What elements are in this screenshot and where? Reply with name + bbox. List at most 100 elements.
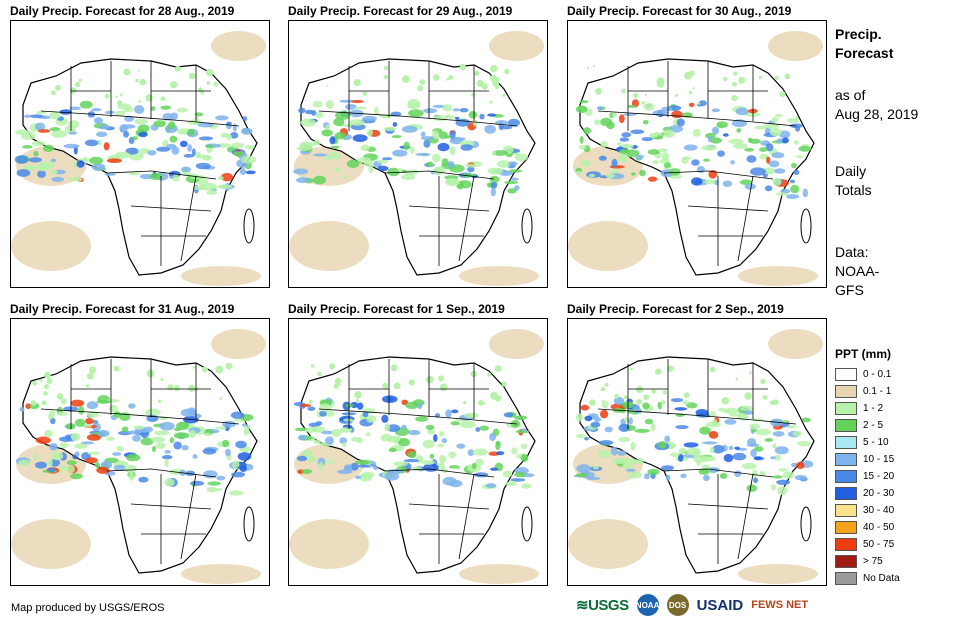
precip-cell [381,157,393,161]
precip-cell [125,147,139,155]
precip-cell [476,79,484,87]
precip-cell [355,459,370,465]
precip-cell [728,445,734,451]
precip-cell [583,127,592,135]
precip-cell [670,452,680,458]
precip-cell [779,91,786,98]
precip-cell [764,185,773,192]
precip-cell [215,115,229,121]
precip-cell [123,131,130,138]
precip-cell [153,120,166,128]
precip-cell [740,405,754,412]
precip-cell [322,460,336,464]
precip-cell [680,473,687,478]
precip-cell [68,131,78,135]
precip-cell [723,410,730,414]
precip-cell [708,431,719,439]
precip-cell [47,467,56,473]
country-border [687,503,769,510]
country-border [318,408,518,425]
precip-cell [644,418,654,425]
precip-cell [96,466,110,474]
precip-cell [464,412,479,418]
precip-cell [150,106,156,111]
precip-cell [296,146,313,151]
precip-cell [194,116,200,125]
precip-cell [723,133,729,137]
precip-cell [724,419,737,425]
precip-cell [484,124,496,134]
precip-cell [115,96,118,99]
precip-cell [325,436,334,445]
precip-cell [584,436,589,441]
legend-label: 30 - 40 [863,505,895,516]
dry-area-patch [211,329,266,359]
precip-cell [623,395,628,400]
precip-cell [760,378,766,385]
precip-cell [180,408,197,417]
precip-cell [678,448,687,455]
precip-cell [325,124,330,130]
legend-swatch [835,521,857,534]
precip-cell [196,154,212,159]
country-border [737,175,754,262]
precip-cell [663,162,672,168]
precip-cell [411,466,422,471]
precip-cell [588,173,596,178]
precip-cell [383,65,388,71]
precip-cell [351,99,364,104]
precip-cell [339,99,355,103]
precip-cell [661,465,674,471]
precip-cell [426,161,433,167]
precip-cell [334,377,342,385]
legend-title: PPT (mm) [835,347,892,361]
forecast-map [288,318,548,586]
dry-area-patch [11,221,91,271]
precip-cell [138,476,149,483]
precip-cell [59,442,69,448]
precip-cell [300,118,317,127]
precip-cell [85,417,94,425]
precip-cell [580,159,591,167]
precip-cell [774,446,789,455]
precip-cell [48,410,56,419]
precip-cell [650,423,656,432]
precip-cell [94,462,100,468]
precip-cell [206,190,217,195]
legend-label: 0.1 - 1 [863,386,892,397]
precip-cell [510,177,519,181]
precip-cell [171,146,180,155]
precip-cell [342,418,354,422]
precip-cell [402,75,410,83]
precip-cell [109,404,118,413]
precip-cell [21,131,36,140]
precip-cell [193,413,202,419]
forecast-map [10,318,270,586]
precip-cell [157,399,162,404]
precip-cell [415,152,431,156]
precip-cell [97,139,102,146]
precip-cell [398,438,410,447]
precip-cell [121,426,129,433]
precip-cell [138,100,141,103]
precip-cell [318,461,324,471]
precip-cell [731,95,738,102]
country-border [458,473,475,560]
precip-cell [744,183,756,190]
precip-cell [467,449,475,456]
forecast-map [567,20,827,288]
precip-cell [487,372,492,377]
precip-cell [670,398,684,403]
precip-cell [68,120,80,129]
precip-cell [304,427,317,433]
precip-cell [383,126,397,131]
precip-cell [490,64,498,73]
precip-cell [478,400,484,406]
dry-area-patch [181,266,261,286]
precip-cell [119,93,123,96]
precip-cell [635,154,643,161]
precip-cell [439,383,448,392]
legend: 0 - 0.1 0.1 - 1 1 - 2 2 - 5 5 - 10 10 - 15 15 … [835,366,900,587]
precip-cell [733,143,748,149]
partner-logos: ≋USGS NOAA DOS USAID FEWS NET [576,594,808,616]
